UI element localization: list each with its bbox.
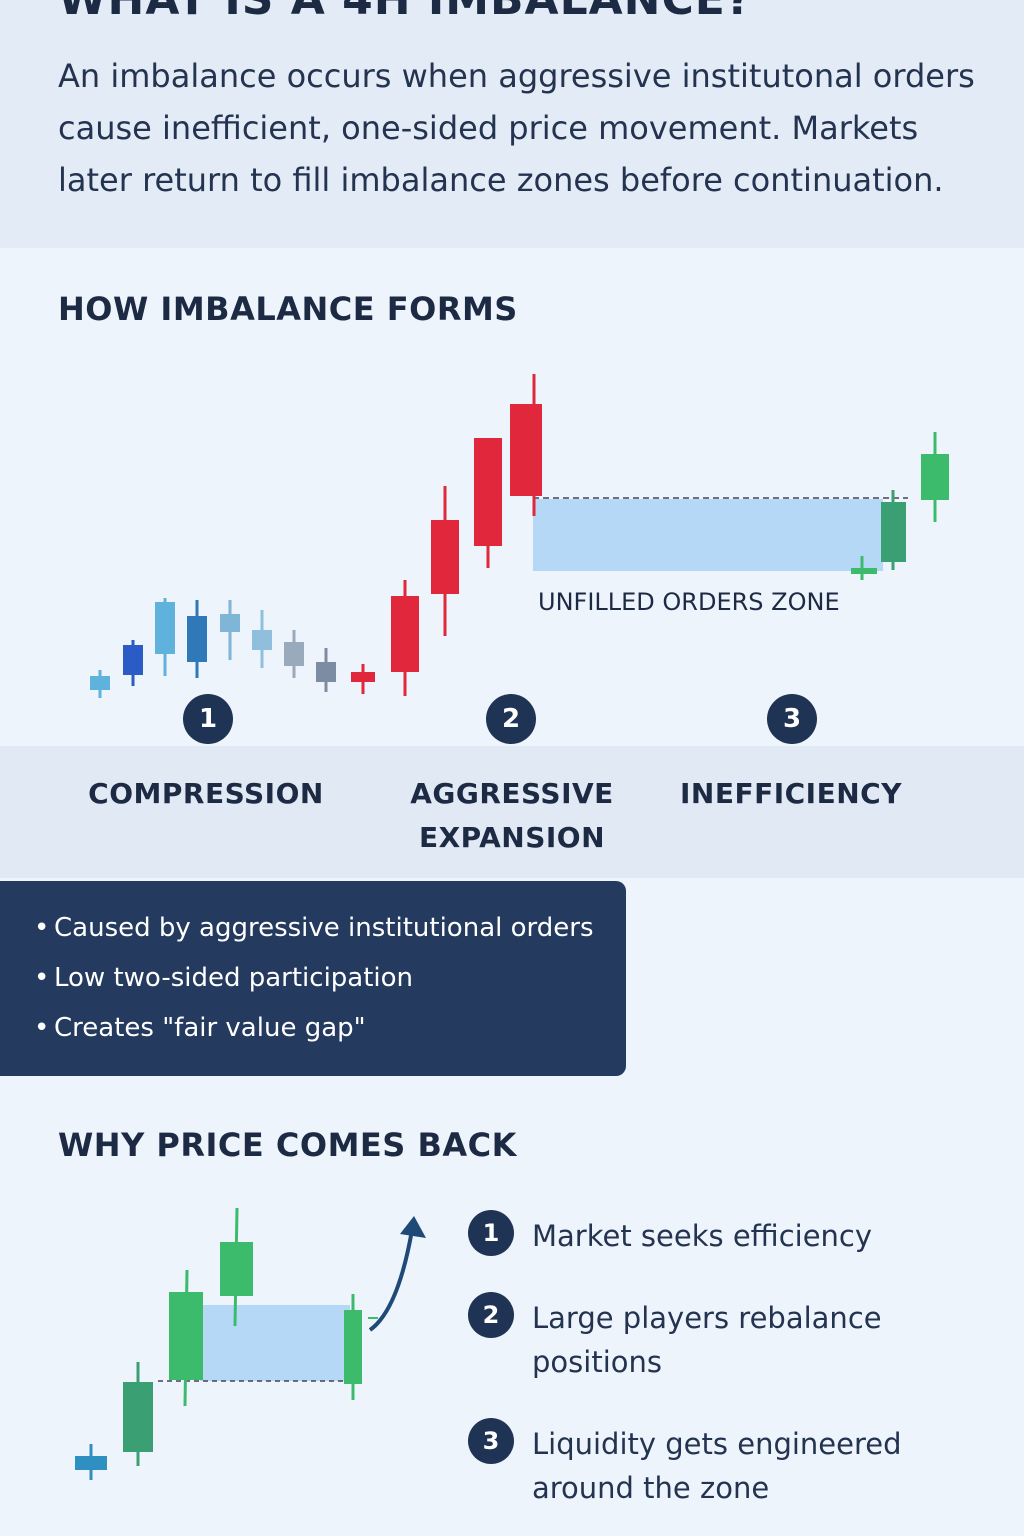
reason-number-badge: 1 xyxy=(468,1210,514,1256)
why-section-title: WHY PRICE COMES BACK xyxy=(58,1126,517,1164)
candle xyxy=(75,1444,107,1480)
step-3-badge: 3 xyxy=(767,694,817,744)
intro-text: An imbalance occurs when aggressive inst… xyxy=(58,57,975,199)
unfilled-orders-zone xyxy=(533,499,883,571)
reason-text: Large players rebalance positions xyxy=(532,1301,882,1379)
compression-candle xyxy=(155,598,175,676)
expansion-candle xyxy=(474,438,502,568)
step-1-badge: 1 xyxy=(183,694,233,744)
reason-number-badge: 2 xyxy=(468,1292,514,1338)
candle xyxy=(169,1269,203,1407)
reason-text: Market seeks efficiency xyxy=(532,1219,873,1253)
stage-expansion-label: AGGRESSIVE EXPANSION xyxy=(410,777,614,854)
bullet-item: • Caused by aggressive institutional orde… xyxy=(34,913,594,943)
compression-candle xyxy=(351,664,375,694)
imbalance-causes-box: • Caused by aggressive institutional orde… xyxy=(0,881,626,1076)
price-return-chart xyxy=(75,1207,426,1480)
reason-item: 2 Large players rebalance positions xyxy=(468,1292,952,1384)
bullet-item: • Creates "fair value gap" xyxy=(34,1013,366,1043)
reason-text: Liquidity gets engineered around the zon… xyxy=(532,1427,902,1505)
compression-candle xyxy=(316,648,336,692)
unfilled-orders-zone-label: UNFILLED ORDERS ZONE xyxy=(538,588,840,616)
fill-candle xyxy=(851,556,877,580)
compression-candle xyxy=(90,670,110,698)
imbalance-formation-chart xyxy=(90,374,949,698)
candle xyxy=(344,1294,362,1400)
imbalance-zone xyxy=(200,1305,350,1381)
compression-candle xyxy=(123,640,143,686)
intro-panel: WHAT IS A 4H IMBALANCE? An imbalance occ… xyxy=(0,0,1024,248)
compression-candle xyxy=(187,600,207,678)
step-2-badge: 2 xyxy=(486,694,536,744)
stage-inefficiency-label: INEFFICIENCY xyxy=(679,777,902,810)
expansion-candle xyxy=(391,580,419,696)
arrow-head-icon xyxy=(400,1216,426,1238)
intro-title: WHAT IS A 4H IMBALANCE? xyxy=(58,0,752,25)
return-arrow xyxy=(368,1229,414,1332)
compression-candle xyxy=(220,600,240,660)
expansion-candle xyxy=(431,486,459,636)
stage-compression-label: COMPRESSION xyxy=(88,777,324,810)
how-section-title: HOW IMBALANCE FORMS xyxy=(58,290,518,328)
reason-number-badge: 3 xyxy=(468,1418,514,1464)
compression-candle xyxy=(252,610,272,668)
fill-candle xyxy=(921,432,949,522)
candle xyxy=(123,1362,153,1466)
expansion-candle xyxy=(510,374,542,516)
bullet-item: • Low two-sided participation xyxy=(34,963,414,993)
fill-candle xyxy=(881,490,906,570)
reason-item: 3 Liquidity gets engineered around the z… xyxy=(468,1418,952,1510)
reason-item: 1 Market seeks efficiency xyxy=(468,1210,952,1258)
stage-labels-band xyxy=(0,746,1024,878)
compression-candle xyxy=(284,630,304,678)
candle xyxy=(220,1207,253,1327)
